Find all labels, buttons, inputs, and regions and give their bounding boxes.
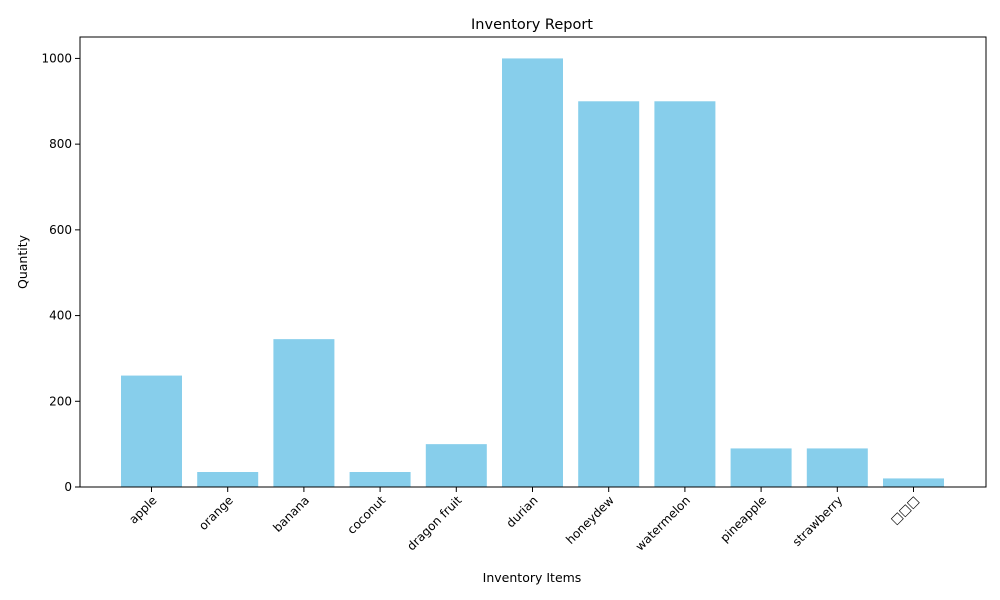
bar-6	[578, 101, 640, 488]
bar-0	[121, 375, 182, 487]
x-tick-label: coconut	[345, 493, 389, 537]
y-tick-label: 1000	[41, 51, 72, 65]
x-axis-label: Inventory Items	[483, 570, 582, 585]
y-tick-label: 800	[49, 137, 72, 151]
bar-2	[273, 339, 335, 487]
bar-8	[730, 448, 792, 487]
bars-group	[121, 58, 944, 488]
x-tick-label: pineapple	[717, 493, 769, 545]
x-tick-label: banana	[270, 493, 312, 535]
y-tick-label: 200	[49, 394, 72, 408]
x-tick-label: apple	[126, 493, 159, 526]
y-tick-label: 400	[49, 309, 72, 323]
x-tick-label: durian	[504, 493, 541, 530]
x-tick-label: orange	[196, 493, 236, 533]
bar-9	[806, 448, 868, 487]
bar-3	[349, 472, 411, 487]
bar-5	[502, 58, 563, 488]
x-tick-label: dragon fruit	[404, 493, 464, 553]
bar-10	[883, 478, 944, 487]
plot-frame	[79, 36, 987, 488]
y-tick-label: 600	[49, 223, 72, 237]
x-tick-label: honeydew	[563, 493, 617, 547]
chart-title: Inventory Report	[471, 17, 593, 33]
bar-4	[425, 444, 487, 487]
y-axis-label: Quantity	[15, 234, 30, 289]
x-axis-ticks: apple orange banana coconut dragon fruit duri…	[126, 487, 922, 554]
x-tick-label: watermelon	[633, 493, 693, 553]
x-tick-label: strawberry	[790, 493, 846, 549]
bar-1	[197, 472, 259, 487]
bar-7	[654, 101, 716, 488]
y-tick-label: 0	[64, 480, 72, 494]
y-axis-ticks: 0 200 400 600 800 1000	[41, 51, 80, 494]
x-tick-label: □□□	[888, 493, 922, 527]
